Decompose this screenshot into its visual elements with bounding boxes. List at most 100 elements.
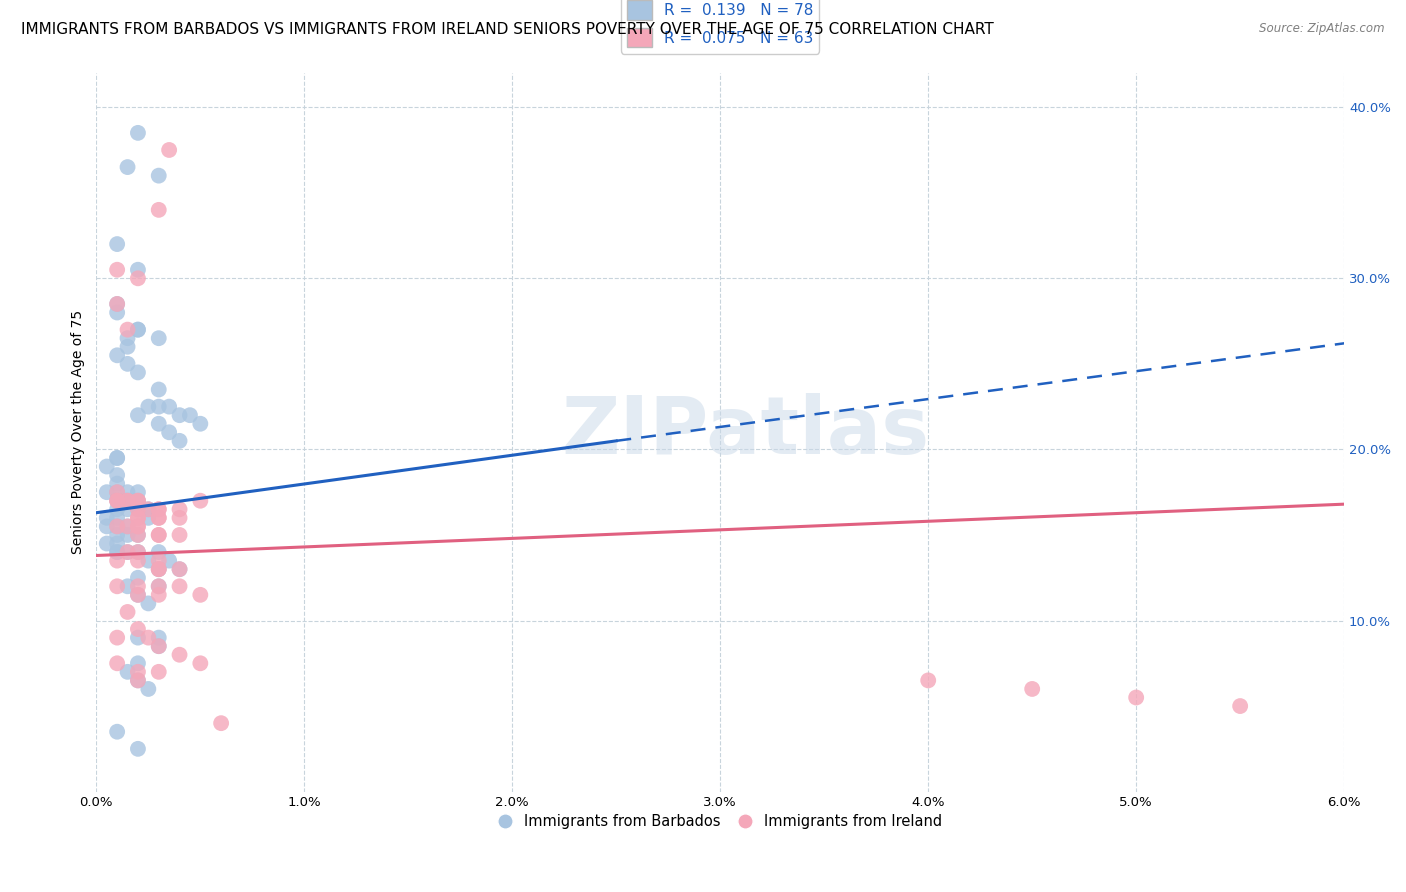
Point: [138, 502, 160, 516]
Point: [148, 331, 170, 345]
Point: [105, 262, 128, 277]
Point: [169, 502, 191, 516]
Point: [127, 657, 149, 671]
Y-axis label: Seniors Poverty Over the Age of 75: Seniors Poverty Over the Age of 75: [72, 310, 86, 554]
Point: [105, 579, 128, 593]
Point: [105, 493, 128, 508]
Point: [105, 485, 128, 500]
Point: [157, 554, 180, 568]
Point: [169, 528, 191, 542]
Point: [148, 665, 170, 679]
Text: ZIPatlas: ZIPatlas: [561, 393, 929, 471]
Point: [127, 493, 149, 508]
Point: [117, 528, 139, 542]
Point: [127, 554, 149, 568]
Point: [105, 554, 128, 568]
Point: [117, 160, 139, 174]
Point: [148, 528, 170, 542]
Point: [148, 511, 170, 525]
Point: [148, 631, 170, 645]
Point: [209, 716, 232, 731]
Point: [117, 545, 139, 559]
Point: [148, 562, 170, 576]
Point: [138, 502, 160, 516]
Point: [96, 485, 118, 500]
Point: [127, 519, 149, 533]
Point: [138, 596, 160, 610]
Point: [127, 485, 149, 500]
Point: [105, 237, 128, 252]
Point: [138, 554, 160, 568]
Point: [117, 579, 139, 593]
Point: [148, 554, 170, 568]
Point: [127, 126, 149, 140]
Point: [96, 459, 118, 474]
Point: [148, 502, 170, 516]
Point: [105, 545, 128, 559]
Point: [188, 493, 211, 508]
Point: [188, 588, 211, 602]
Point: [117, 485, 139, 500]
Point: [148, 579, 170, 593]
Point: [117, 605, 139, 619]
Point: [1125, 690, 1147, 705]
Point: [127, 408, 149, 422]
Point: [917, 673, 939, 688]
Point: [127, 511, 149, 525]
Point: [127, 528, 149, 542]
Point: [117, 493, 139, 508]
Point: [148, 639, 170, 653]
Point: [127, 493, 149, 508]
Point: [96, 519, 118, 533]
Point: [148, 202, 170, 217]
Point: [96, 511, 118, 525]
Point: [127, 588, 149, 602]
Point: [127, 502, 149, 516]
Point: [148, 383, 170, 397]
Point: [1021, 681, 1043, 696]
Point: [148, 545, 170, 559]
Point: [138, 400, 160, 414]
Point: [117, 545, 139, 559]
Point: [169, 562, 191, 576]
Point: [148, 562, 170, 576]
Point: [127, 493, 149, 508]
Point: [169, 562, 191, 576]
Point: [169, 408, 191, 422]
Point: [105, 545, 128, 559]
Point: [105, 536, 128, 550]
Point: [117, 519, 139, 533]
Point: [127, 366, 149, 380]
Point: [148, 169, 170, 183]
Point: [105, 450, 128, 465]
Point: [105, 519, 128, 533]
Point: [127, 631, 149, 645]
Point: [127, 579, 149, 593]
Point: [117, 502, 139, 516]
Point: [188, 657, 211, 671]
Point: [127, 519, 149, 533]
Point: [127, 673, 149, 688]
Point: [127, 545, 149, 559]
Legend: Immigrants from Barbados, Immigrants from Ireland: Immigrants from Barbados, Immigrants fro…: [492, 808, 949, 835]
Point: [157, 400, 180, 414]
Point: [127, 323, 149, 337]
Point: [105, 493, 128, 508]
Point: [127, 502, 149, 516]
Point: [105, 468, 128, 483]
Point: [148, 562, 170, 576]
Point: [117, 519, 139, 533]
Point: [127, 571, 149, 585]
Point: [105, 476, 128, 491]
Point: [138, 631, 160, 645]
Point: [127, 271, 149, 285]
Point: [117, 323, 139, 337]
Point: [117, 493, 139, 508]
Point: [105, 297, 128, 311]
Point: [188, 417, 211, 431]
Point: [117, 665, 139, 679]
Point: [105, 502, 128, 516]
Point: [105, 348, 128, 362]
Point: [105, 297, 128, 311]
Point: [127, 622, 149, 636]
